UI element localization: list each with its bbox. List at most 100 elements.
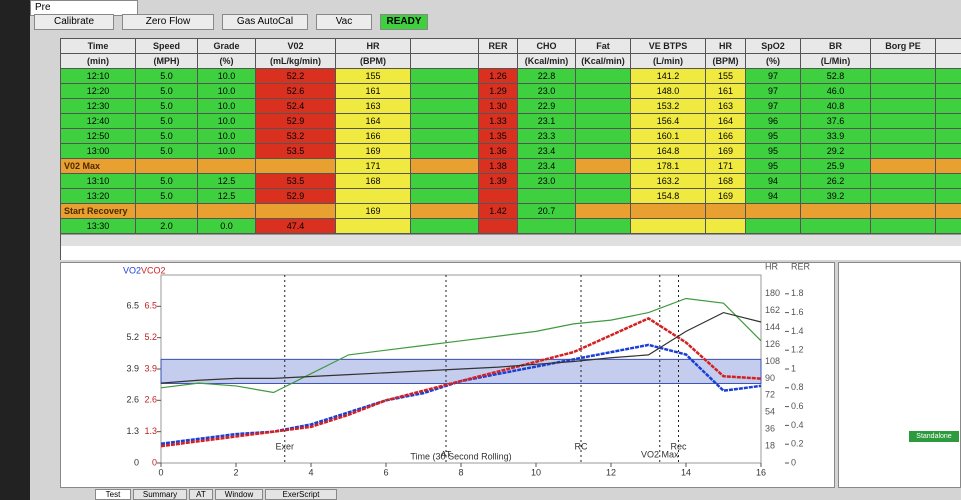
table-cell: 1.36	[479, 144, 518, 159]
table-cell: 171	[706, 159, 746, 174]
table-cell	[518, 219, 576, 234]
rer-tick-label: 1.8	[791, 288, 804, 298]
table-cell: 164	[336, 114, 411, 129]
table-cell	[576, 174, 631, 189]
table-cell	[936, 84, 961, 99]
table-cell	[801, 219, 871, 234]
event-label: RC	[575, 441, 588, 451]
table-cell: 25.9	[801, 159, 871, 174]
tab[interactable]: Summary	[133, 489, 187, 500]
header-cell: SpO2	[746, 39, 801, 54]
rer-tick-label: 0.8	[791, 382, 804, 392]
table-cell	[576, 114, 631, 129]
table-cell: 53.2	[256, 129, 336, 144]
table-cell: 37.6	[801, 114, 871, 129]
vco2-tick-label: 6.5	[144, 301, 157, 311]
table-cell: 46.0	[801, 84, 871, 99]
table-cell	[936, 219, 961, 234]
status-badge: Standalone	[909, 431, 959, 442]
header-cell: (%)	[746, 54, 801, 69]
table-cell	[706, 204, 746, 219]
table-cell: 171	[336, 159, 411, 174]
toolbar-button[interactable]: Calibrate	[34, 14, 114, 30]
table-cell: 5.0	[136, 189, 198, 204]
event-label: Rec	[670, 441, 687, 451]
table-cell	[256, 204, 336, 219]
rer-tick-label: 1	[791, 363, 796, 373]
table-cell: 0.0	[198, 219, 256, 234]
toolbar-button[interactable]: Gas AutoCal	[222, 14, 308, 30]
toolbar: Calibrate Zero Flow Gas AutoCal Vac READY	[30, 12, 961, 32]
table-cell	[576, 69, 631, 84]
table-cell: 95	[746, 159, 801, 174]
x-tick-label: 2	[233, 467, 238, 477]
table-cell	[576, 189, 631, 204]
table-cell: 53.5	[256, 144, 336, 159]
rer-axis-title: RER	[791, 263, 811, 271]
toolbar-button[interactable]: Zero Flow	[122, 14, 214, 30]
header-cell: (MPH)	[136, 54, 198, 69]
vo2-axis-title: VO2	[123, 265, 141, 275]
rer-tick-label: 0.4	[791, 420, 804, 430]
table-cell	[411, 84, 479, 99]
tab[interactable]: Test	[95, 489, 131, 500]
table-cell: 10.0	[198, 84, 256, 99]
table-cell	[871, 189, 936, 204]
table-cell: 39.2	[801, 189, 871, 204]
table-cell: 1.42	[479, 204, 518, 219]
hr-tick-label: 162	[765, 305, 780, 315]
rer-tick-label: 0	[791, 457, 796, 467]
table-cell: 12:40	[61, 114, 136, 129]
table-cell: 163.2	[631, 174, 706, 189]
header-cell: (L/Min)	[801, 54, 871, 69]
table-cell: Start Recovery	[61, 204, 136, 219]
table-cell	[936, 99, 961, 114]
vo2-tick-label: 1.3	[126, 426, 139, 436]
table-cell: 5.0	[136, 174, 198, 189]
vco2-tick-label: 0	[152, 457, 157, 467]
header-cell: Grade	[198, 39, 256, 54]
table-cell	[518, 189, 576, 204]
table-cell: 23.3	[518, 129, 576, 144]
table-cell	[871, 99, 936, 114]
table-cell: 141.2	[631, 69, 706, 84]
table-cell: 169	[706, 189, 746, 204]
table-cell: 1.38	[479, 159, 518, 174]
table-cell: 13:30	[61, 219, 136, 234]
table-cell	[936, 189, 961, 204]
header-cell: V02	[256, 39, 336, 54]
table-cell	[411, 189, 479, 204]
toolbar-button[interactable]: Vac	[316, 14, 372, 30]
table-cell	[576, 144, 631, 159]
hr-tick-label: 18	[765, 440, 775, 450]
vco2-axis-title: VCO2	[141, 265, 166, 275]
tab[interactable]: Window	[215, 489, 263, 500]
x-tick-label: 16	[756, 467, 766, 477]
table-cell	[871, 114, 936, 129]
series-line	[160, 311, 762, 384]
table-cell	[256, 159, 336, 174]
event-label: AT	[441, 449, 452, 459]
table-cell	[871, 204, 936, 219]
header-cell: BR	[801, 39, 871, 54]
table-cell	[871, 159, 936, 174]
table-cell	[336, 189, 411, 204]
vo2-tick-label: 0	[134, 457, 139, 467]
reference-band	[160, 358, 762, 384]
tab[interactable]: AT	[189, 489, 213, 500]
table-cell: 163	[336, 99, 411, 114]
table-cell	[576, 99, 631, 114]
table-cell: 13:20	[61, 189, 136, 204]
header-cell: (Kcal/min)	[576, 54, 631, 69]
table-cell	[706, 219, 746, 234]
table-cell: 33.9	[801, 129, 871, 144]
table-cell	[576, 219, 631, 234]
header-cell	[411, 54, 479, 69]
table-cell: 161	[336, 84, 411, 99]
tab[interactable]: ExerScript	[265, 489, 337, 500]
x-tick-label: 12	[606, 467, 616, 477]
table-cell: 5.0	[136, 129, 198, 144]
table-cell: 1.29	[479, 84, 518, 99]
hr-tick-label: 36	[765, 424, 775, 434]
data-table: Time (min) Speed (MPH) Grade (%) V02 (mL/kg/min…	[60, 38, 961, 260]
